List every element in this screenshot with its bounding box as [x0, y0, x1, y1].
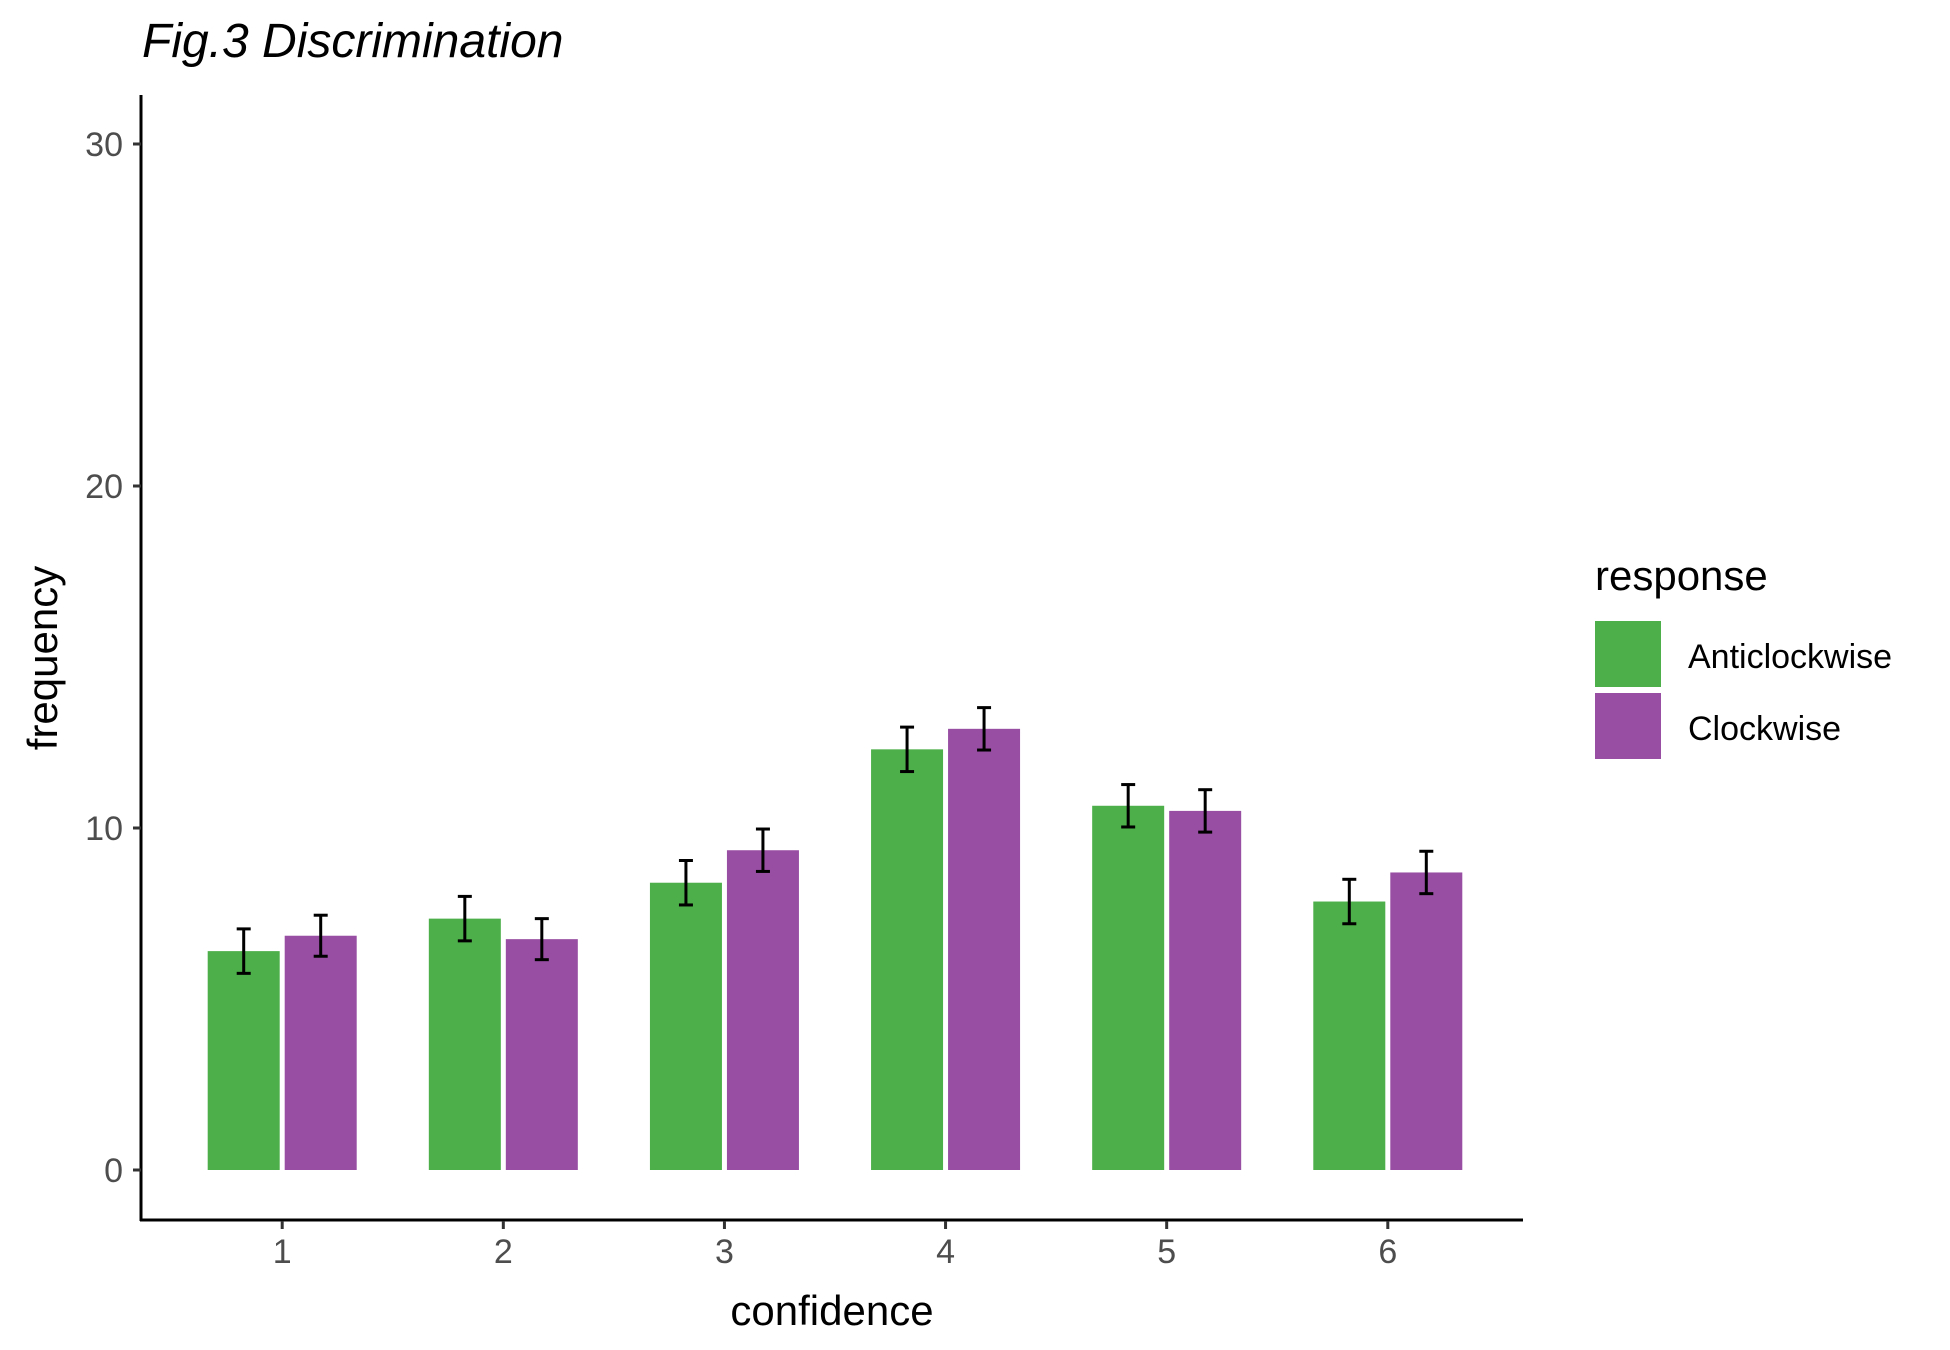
error-bar-anticlockwise-6: [1342, 877, 1357, 926]
x-tick-label-1: 1: [273, 1233, 292, 1271]
error-bar-clockwise-4: [977, 706, 992, 752]
error-bar-anticlockwise-2: [457, 894, 472, 943]
error-bar-anticlockwise-5: [1121, 783, 1136, 829]
x-tick-label-2: 2: [494, 1233, 513, 1271]
bar-anticlockwise-2: [428, 918, 501, 1170]
bars-group: [207, 728, 1463, 1170]
bar-anticlockwise-4: [871, 749, 944, 1170]
error-bar-clockwise-5: [1198, 788, 1213, 834]
y-tick-label-20: 20: [85, 468, 123, 506]
x-axis-title: confidence: [730, 1287, 933, 1334]
x-tick-label-3: 3: [715, 1233, 734, 1271]
legend-label-clockwise: Clockwise: [1688, 710, 1841, 748]
legend: response Anticlockwise Clockwise: [1595, 552, 1892, 759]
bar-clockwise-6: [1390, 872, 1463, 1170]
legend-title: response: [1595, 552, 1768, 599]
bar-anticlockwise-5: [1092, 805, 1165, 1170]
y-tick-label-30: 30: [85, 126, 123, 164]
x-tick-label-4: 4: [936, 1233, 955, 1271]
bar-clockwise-2: [505, 939, 578, 1170]
error-bar-anticlockwise-4: [900, 725, 915, 774]
y-axis-title: frequency: [19, 566, 66, 750]
bar-clockwise-5: [1169, 810, 1242, 1170]
error-bar-anticlockwise-1: [236, 927, 251, 975]
error-bar-clockwise-2: [534, 917, 549, 962]
x-tick-label-5: 5: [1157, 1233, 1176, 1271]
bar-clockwise-1: [284, 935, 357, 1170]
legend-swatch-clockwise: [1595, 693, 1661, 759]
bar-anticlockwise-3: [649, 882, 722, 1170]
error-bar-anticlockwise-3: [678, 858, 693, 907]
error-bars-group: [236, 706, 1434, 975]
bar-clockwise-4: [948, 728, 1021, 1170]
y-ticks-group: 0 10 20 30: [85, 126, 141, 1190]
bar-clockwise-3: [726, 850, 799, 1170]
x-ticks-group: 1 2 3 4 5 6: [273, 1221, 1397, 1271]
error-bar-clockwise-3: [755, 827, 770, 873]
chart-title: Fig.3 Discrimination: [142, 15, 563, 68]
x-tick-label-6: 6: [1378, 1233, 1397, 1271]
legend-label-anticlockwise: Anticlockwise: [1688, 638, 1892, 676]
legend-swatch-anticlockwise: [1595, 621, 1661, 687]
error-bar-clockwise-6: [1419, 849, 1434, 896]
error-bar-clockwise-1: [313, 913, 328, 958]
y-tick-label-10: 10: [85, 810, 123, 848]
bar-anticlockwise-1: [207, 951, 280, 1170]
bar-anticlockwise-6: [1313, 901, 1386, 1170]
y-tick-label-0: 0: [104, 1152, 123, 1190]
